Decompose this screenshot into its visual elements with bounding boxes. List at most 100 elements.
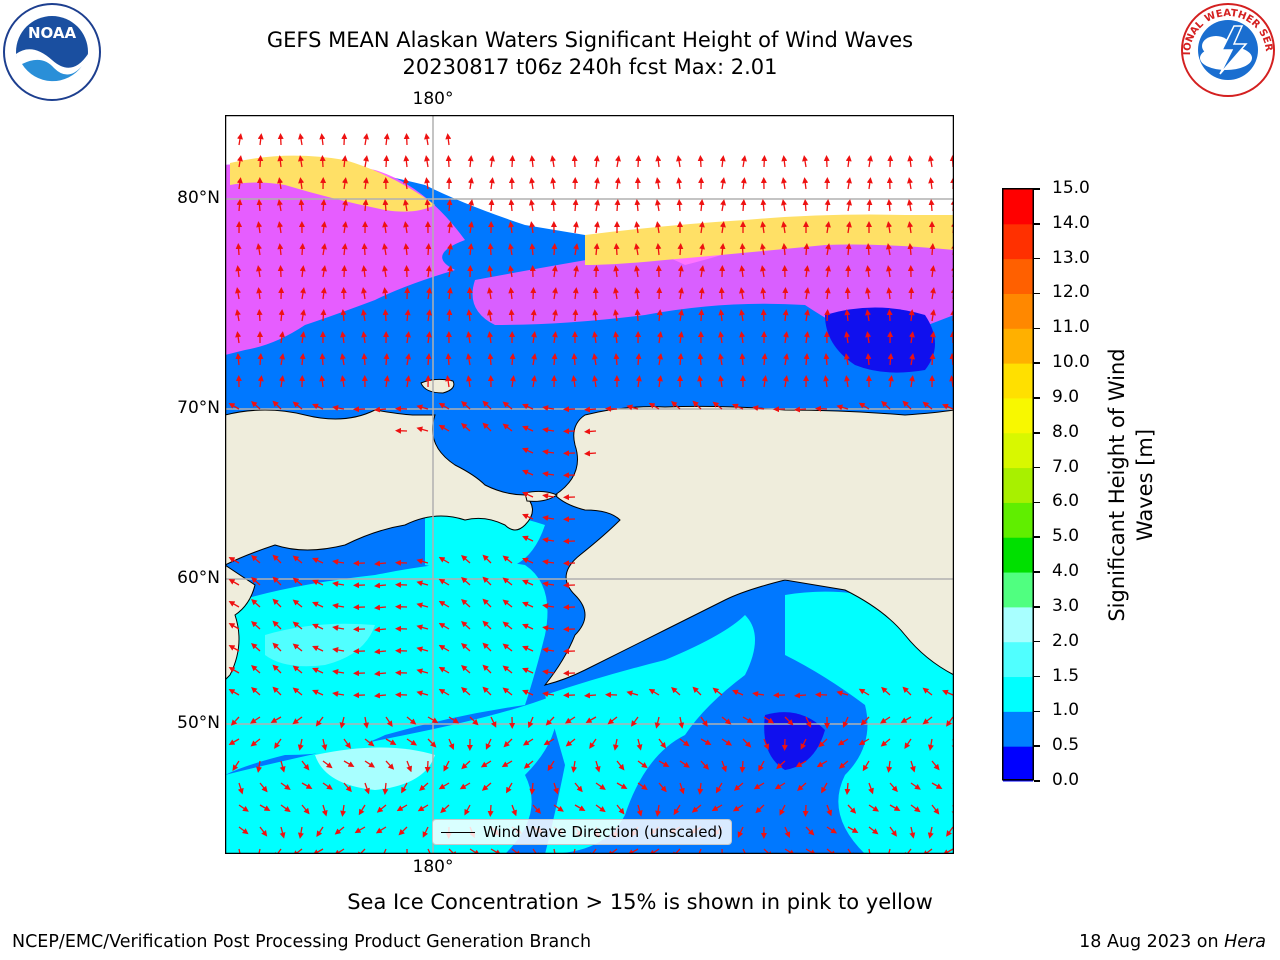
wave-direction-arrow	[312, 403, 324, 410]
wave-direction-arrow	[571, 375, 578, 388]
wave-direction-arrow	[542, 669, 555, 676]
wave-direction-arrow	[718, 375, 725, 388]
wave-direction-arrow	[321, 738, 328, 751]
wave-direction-arrow	[721, 738, 732, 746]
wave-direction-arrow	[542, 581, 555, 588]
wave-direction-arrow	[312, 667, 324, 674]
wave-direction-arrow	[312, 689, 324, 696]
wave-direction-arrow	[416, 602, 429, 609]
wave-direction-arrow	[319, 133, 326, 146]
wave-direction-arrow	[865, 309, 871, 322]
wave-direction-arrow	[527, 716, 534, 729]
low-wave-patch-east	[825, 307, 935, 373]
wave-direction-arrow	[339, 716, 346, 729]
wave-direction-arrow	[782, 331, 789, 344]
wave-direction-arrow	[802, 177, 809, 190]
colorbar-tick-label: 0.5	[1052, 735, 1080, 756]
wave-direction-arrow	[574, 804, 586, 811]
wave-direction-arrow	[626, 404, 639, 411]
wave-direction-arrow	[635, 353, 642, 366]
wave-direction-arrow	[320, 199, 327, 212]
wave-direction-arrow	[236, 199, 243, 212]
wave-direction-arrow	[256, 199, 263, 212]
colorbar-cell	[1003, 746, 1033, 782]
wave-direction-arrow	[440, 804, 450, 814]
wave-direction-arrow	[503, 738, 513, 748]
wave-direction-arrow	[630, 716, 639, 727]
wave-direction-arrow	[234, 309, 241, 322]
colorbar-tick-label: 12.0	[1052, 282, 1090, 303]
wave-direction-arrow	[671, 400, 681, 410]
wave-direction-arrow	[858, 688, 870, 696]
wave-direction-arrow	[929, 243, 936, 256]
wave-direction-arrow	[502, 555, 513, 564]
wave-direction-arrow	[292, 687, 303, 696]
wave-direction-arrow	[425, 243, 432, 256]
wave-direction-arrow	[257, 133, 264, 146]
wave-direction-arrow	[532, 804, 542, 814]
wave-direction-arrow	[715, 782, 723, 794]
wave-direction-arrow	[553, 804, 564, 812]
wave-direction-arrow	[700, 760, 710, 770]
wave-direction-arrow	[383, 353, 390, 366]
wave-direction-arrow	[594, 199, 601, 212]
wave-direction-arrow	[522, 403, 534, 410]
wave-direction-arrow	[482, 642, 492, 652]
wave-direction-arrow	[251, 620, 261, 630]
wave-direction-arrow	[272, 642, 282, 652]
wave-direction-arrow	[382, 221, 389, 234]
wave-direction-arrow	[332, 669, 345, 675]
wave-direction-arrow	[678, 716, 685, 729]
wave-direction-arrow	[438, 424, 450, 432]
wave-direction-arrow	[584, 428, 597, 435]
wave-direction-arrow	[482, 664, 492, 674]
colorbar-tick-mark	[1034, 675, 1040, 678]
wave-direction-arrow	[488, 177, 495, 190]
wave-direction-arrow	[585, 716, 597, 723]
wave-direction-arrow	[922, 687, 933, 696]
wave-direction-arrow	[340, 309, 347, 322]
footer-date: 18 Aug 2023 on Hera	[1079, 932, 1266, 952]
wave-direction-arrow	[228, 403, 240, 410]
wave-direction-arrow	[404, 375, 411, 388]
wave-direction-arrow	[889, 826, 897, 837]
wave-direction-arrow	[375, 826, 387, 834]
wave-direction-arrow	[783, 353, 790, 366]
wave-direction-arrow	[417, 804, 429, 812]
wave-direction-arrow	[886, 199, 893, 212]
wave-direction-arrow	[419, 782, 429, 792]
wave-direction-arrow	[321, 804, 328, 817]
wave-direction-arrow	[927, 826, 934, 839]
wave-direction-arrow	[425, 331, 432, 344]
wave-direction-arrow	[506, 782, 513, 794]
wave-direction-arrow	[509, 353, 516, 366]
wave-direction-arrow	[843, 353, 850, 366]
wave-direction-arrow	[545, 716, 555, 726]
wave-direction-arrow	[679, 760, 690, 768]
wave-direction-arrow	[781, 155, 788, 168]
wave-direction-arrow	[529, 782, 536, 795]
wave-direction-arrow	[482, 598, 492, 608]
wave-direction-arrow	[753, 782, 765, 790]
wave-direction-arrow	[584, 692, 597, 699]
wave-direction-arrow	[424, 760, 431, 773]
wave-direction-arrow	[502, 599, 513, 608]
sea-ice-west-yellow	[230, 155, 435, 212]
wave-direction-arrow	[614, 177, 621, 190]
wave-direction-arrow	[461, 664, 471, 674]
wave-region-max	[315, 747, 435, 790]
wave-direction-arrow	[655, 177, 661, 190]
wave-direction-arrow	[614, 199, 621, 212]
colorbar-tick-mark	[1034, 536, 1040, 538]
wave-direction-arrow	[522, 579, 534, 586]
wave-direction-arrow	[438, 556, 450, 564]
wave-direction-arrow	[448, 848, 458, 854]
wave-direction-arrow	[846, 199, 853, 212]
wave-direction-arrow	[678, 309, 684, 322]
colorbar-tick-label: 9.0	[1052, 386, 1080, 407]
wave-direction-arrow	[732, 689, 744, 696]
wave-direction-arrow	[781, 177, 787, 190]
wave-direction-arrow	[446, 309, 453, 322]
wave-direction-arrow	[571, 353, 578, 366]
wave-direction-arrow	[251, 642, 261, 652]
